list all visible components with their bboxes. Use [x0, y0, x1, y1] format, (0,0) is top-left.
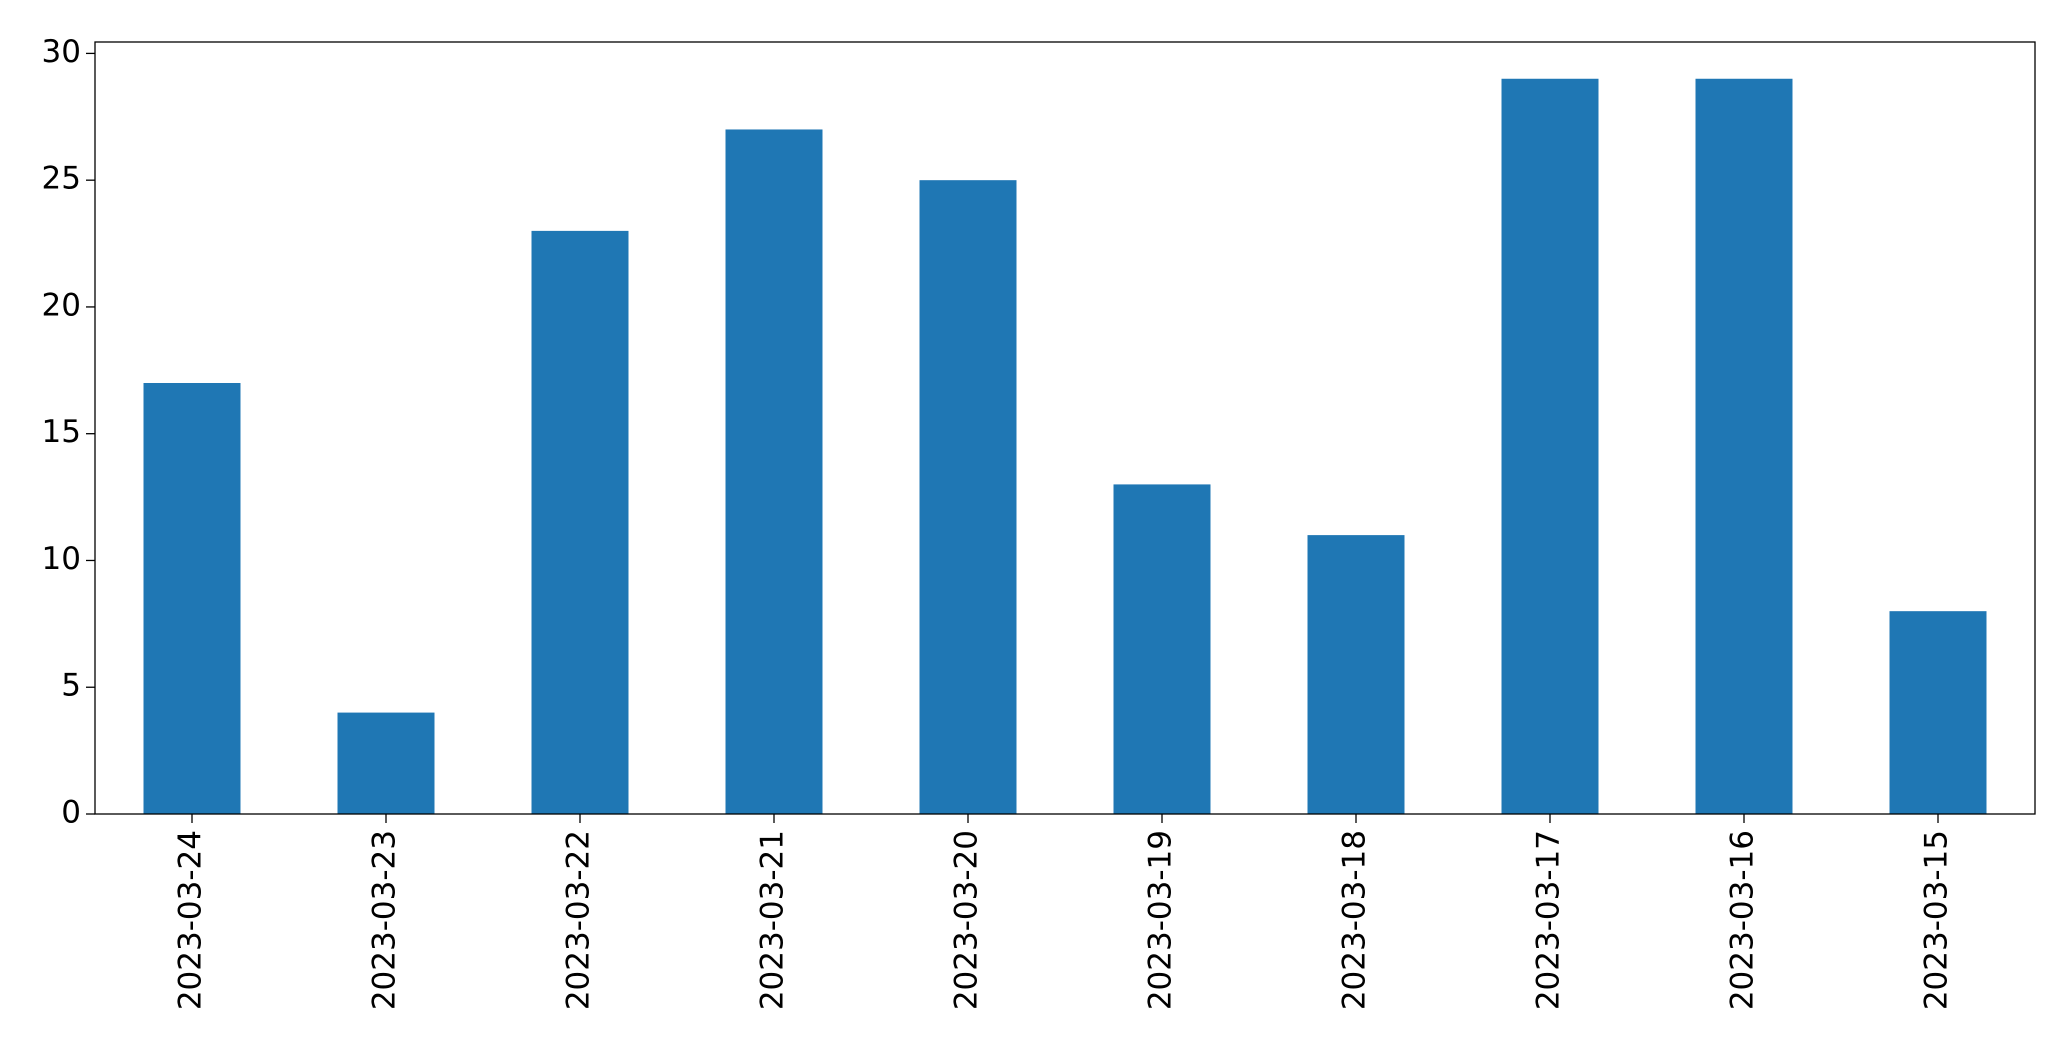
bar: [1307, 535, 1405, 814]
y-tick-label: 0: [61, 795, 81, 831]
y-tick-label: 25: [42, 161, 81, 197]
x-tick-label: 2023-03-23: [367, 830, 403, 1010]
x-tick-label: 2023-03-17: [1531, 830, 1567, 1010]
y-tick-label: 20: [42, 287, 81, 323]
bar: [1889, 611, 1987, 814]
y-tick-label: 5: [61, 668, 81, 704]
bar: [1113, 484, 1211, 814]
bar: [1695, 78, 1793, 814]
bar: [919, 180, 1017, 814]
y-tick-label: 30: [42, 34, 81, 70]
bar: [1501, 78, 1599, 814]
x-tick-label: 2023-03-16: [1725, 830, 1761, 1010]
bar: [531, 230, 629, 814]
x-tick-label: 2023-03-22: [561, 830, 597, 1010]
plot-frame: [94, 41, 2036, 815]
bar: [143, 382, 241, 814]
x-tick-label: 2023-03-21: [755, 830, 791, 1010]
x-tick-label: 2023-03-20: [949, 830, 985, 1010]
bar: [337, 712, 435, 814]
bar: [725, 129, 823, 814]
x-tick-label: 2023-03-15: [1919, 830, 1955, 1010]
x-tick-label: 2023-03-19: [1143, 830, 1179, 1010]
x-tick-label: 2023-03-18: [1337, 830, 1373, 1010]
x-tick-label: 2023-03-24: [173, 830, 209, 1010]
y-tick-label: 15: [42, 414, 81, 450]
y-tick-label: 10: [42, 541, 81, 577]
